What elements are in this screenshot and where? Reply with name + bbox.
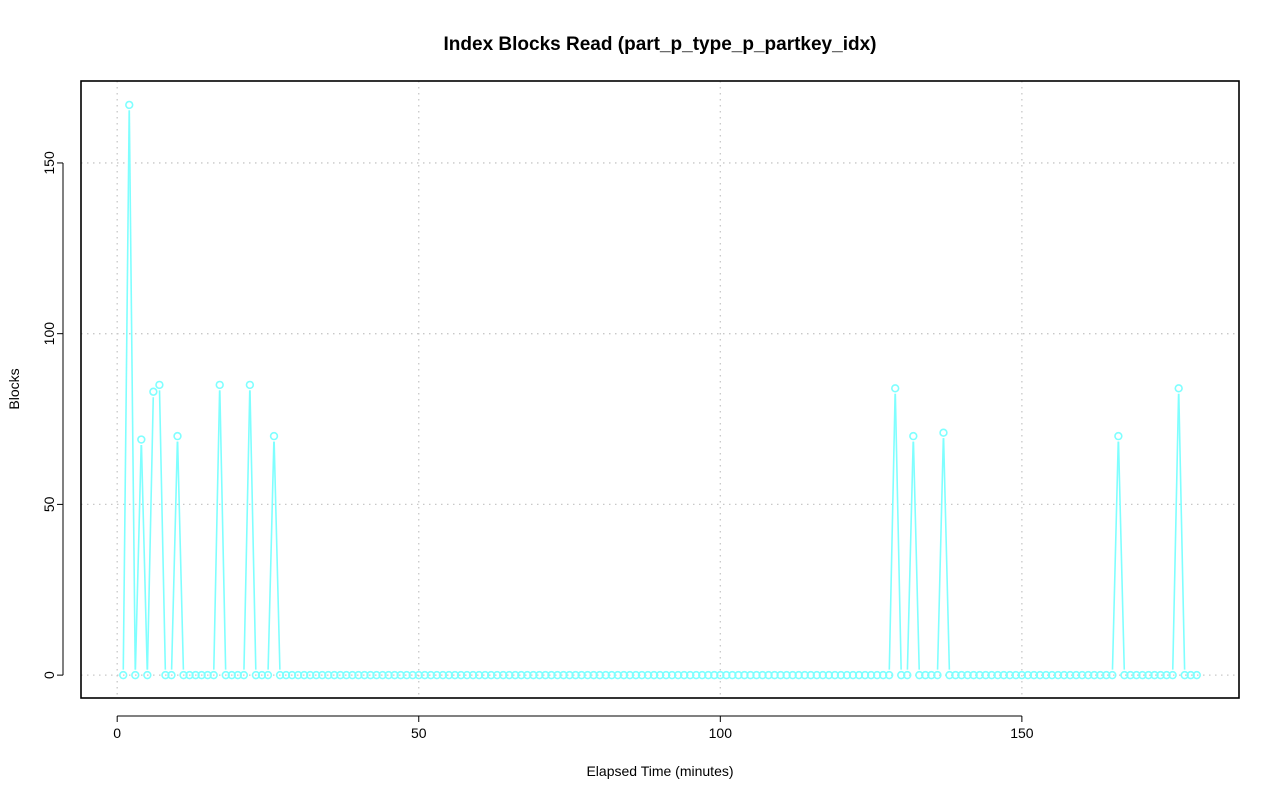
data-point [149,387,158,396]
series-segment [267,441,275,670]
series-layer [119,100,1201,680]
series-segment [170,441,179,670]
data-point [131,670,140,680]
series-segment [219,390,227,670]
series-segment [249,390,257,670]
data-point [143,670,152,680]
data-point [245,380,255,390]
y-tick-label: 50 [41,496,57,512]
series-segment [1171,393,1180,670]
series-segment [158,390,167,670]
data-point [1174,384,1183,393]
data-point [125,100,134,110]
data-point [903,670,912,680]
data-point [263,670,273,680]
data-point [933,670,942,680]
data-point [239,670,249,680]
data-point [119,670,128,680]
series-segment [936,438,945,670]
series-segment [176,441,185,670]
y-tick-label: 150 [41,151,57,175]
chart-title: Index Blocks Read (part_p_type_p_partkey… [444,34,877,55]
x-tick-label: 100 [709,725,733,741]
data-point [137,435,146,444]
x-axis-label: Elapsed Time (minutes) [586,763,733,779]
series-segment [243,390,251,670]
series-segment [140,445,149,670]
data-point [909,431,918,441]
x-tick-label: 0 [113,725,121,741]
data-point [269,431,279,441]
data-point [884,670,894,680]
data-point [1114,431,1123,441]
series-segment [213,390,221,670]
series-segment [906,441,914,670]
y-axis-label: Blocks [6,368,22,409]
x-tick-label: 150 [1010,725,1034,741]
data-point [1192,670,1201,680]
data-point [173,431,182,441]
plot-area-frame [80,80,1240,699]
series-segment [1111,441,1120,670]
series-segment [122,110,130,670]
series-segment [128,110,137,670]
series-segment [1178,393,1186,670]
series-segment [273,441,281,670]
series-segment [894,393,902,670]
y-tick-label: 0 [41,671,57,679]
data-point [939,428,948,437]
data-point [891,384,900,393]
data-point [1108,670,1117,680]
y-tick-label: 100 [41,322,57,346]
x-tick-label: 50 [411,725,427,741]
data-point [155,380,164,390]
series-segment [888,393,896,670]
series-segment [1117,441,1126,670]
axes: 0 50 100 150 0 50 100 150 [41,151,1034,741]
data-point [215,380,224,390]
grid [81,81,1239,698]
series-segment [146,397,155,670]
series-segment [912,441,921,670]
data-point [167,670,176,680]
series-segment [942,438,951,670]
data-point [1168,670,1177,680]
series-segment [134,445,142,670]
data-point [209,670,218,680]
